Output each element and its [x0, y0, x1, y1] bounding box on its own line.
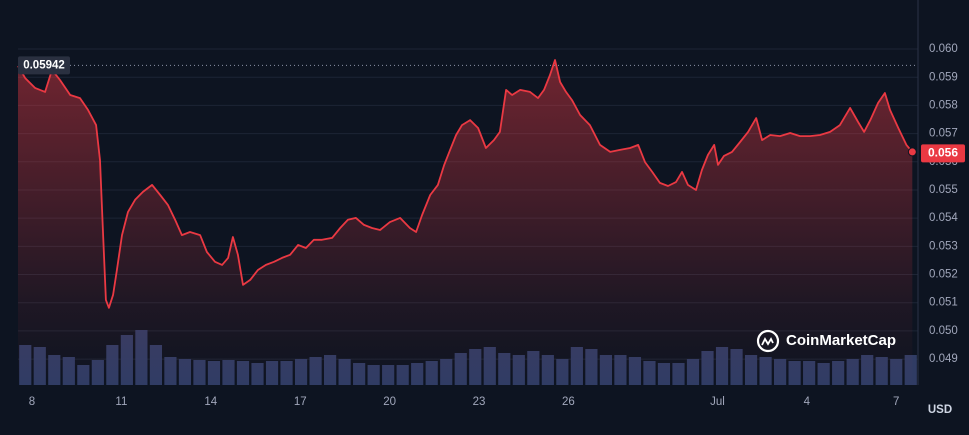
- current-price-badge: [921, 144, 965, 163]
- y-tick-label: 0.053: [929, 240, 958, 252]
- x-tick-label: 11: [115, 396, 127, 408]
- y-tick-label: 0.058: [929, 99, 958, 111]
- x-tick-label: 7: [893, 396, 899, 408]
- y-tick-label: 0.057: [929, 128, 958, 140]
- y-tick-label: 0.049: [929, 353, 958, 365]
- x-tick-label: 4: [804, 396, 811, 408]
- last-point: [907, 147, 917, 157]
- reference-label-box: [18, 56, 70, 75]
- brand-name: CoinMarketCap: [786, 332, 896, 349]
- current-price-label: 0.056: [928, 145, 958, 159]
- y-tick-label: 0.055: [929, 184, 958, 196]
- y-tick-label: 0.050: [929, 325, 958, 337]
- x-tick-label: 14: [204, 396, 217, 408]
- brand-logo: CoinMarketCap: [756, 329, 896, 353]
- logo-mark: [761, 337, 774, 346]
- x-tick-label: Jul: [710, 396, 725, 408]
- y-tick-label: 0.059: [929, 71, 958, 83]
- y-tick-label: 0.052: [929, 269, 958, 281]
- x-tick-label: 20: [383, 396, 396, 408]
- price-area: [18, 60, 913, 385]
- y-tick-label: 0.054: [929, 212, 958, 224]
- x-tick-label: 23: [473, 396, 486, 408]
- y-tick-label: 0.060: [929, 43, 958, 55]
- x-tick-label: 8: [29, 396, 35, 408]
- logo-icon: [756, 329, 780, 353]
- y-tick-label: 0.051: [929, 297, 958, 309]
- x-tick-label: 17: [294, 396, 307, 408]
- price-line: [17, 59, 913, 309]
- x-tick-label: 26: [562, 396, 575, 408]
- reference-label: 0.05942: [23, 59, 65, 71]
- currency-label: USD: [928, 404, 952, 416]
